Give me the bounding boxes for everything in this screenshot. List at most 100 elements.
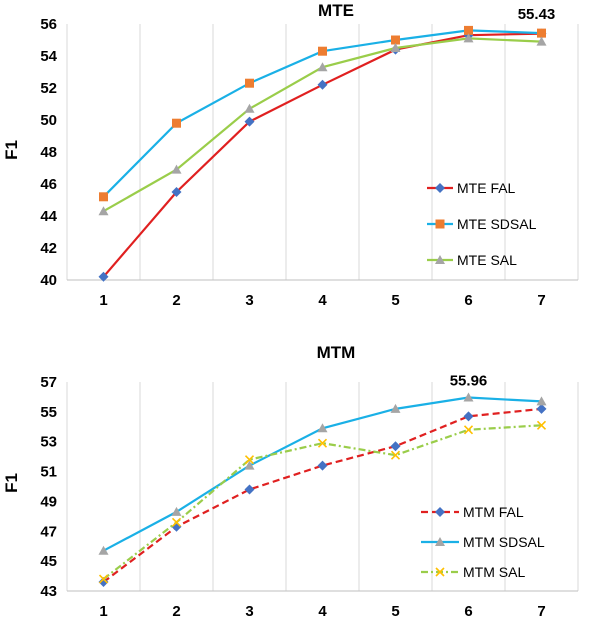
- mte-x-tick-label: 6: [464, 292, 472, 309]
- mtm-y-tick-label: 57: [40, 374, 57, 391]
- mte-data-point: [171, 164, 182, 174]
- mtm-y-tick-label: 43: [40, 583, 57, 600]
- mtm-x-tick-label: 6: [464, 603, 472, 620]
- mtm-x-tick-label: 3: [245, 603, 253, 620]
- mtm-y-axis-label: F1: [2, 473, 21, 493]
- mte-series: [98, 25, 547, 282]
- mtm-legend-label: MTM SAL: [463, 564, 525, 580]
- mte-legend-item: MTE FAL: [427, 180, 516, 196]
- mtm-x-tick-label: 7: [537, 603, 545, 620]
- mte-y-tick-label: 50: [40, 112, 57, 129]
- mtm-data-point: [536, 396, 547, 406]
- mte-y-tick-label: 46: [40, 176, 57, 193]
- mtm-x-tick-label: 4: [318, 603, 327, 620]
- mtm-series-0: [98, 403, 547, 588]
- mtm-y-tick-label: 51: [40, 464, 57, 481]
- mte-data-point: [537, 28, 546, 38]
- mtm-x-tick-label: 2: [172, 603, 180, 620]
- mtm-gridlines: [66, 382, 579, 591]
- mte-y-tick-label: 48: [40, 144, 57, 161]
- mte-y-axis-label: F1: [2, 140, 21, 160]
- mte-legend-marker: [435, 219, 445, 229]
- mtm-y-tick-label: 45: [40, 553, 57, 570]
- mtm-legend-item: MTM SAL: [421, 564, 525, 580]
- mtm-data-point: [390, 441, 401, 452]
- mte-data-point: [463, 33, 474, 43]
- mte-data-point: [171, 187, 182, 197]
- mtm-data-point: [463, 425, 474, 435]
- mte-x-tick-label: 4: [318, 292, 327, 309]
- mtm-x-tick-label: 5: [391, 603, 399, 620]
- mte-x-tick-label: 3: [245, 292, 253, 309]
- mte-legend: MTE FAL MTE SDSAL MTE SAL: [427, 180, 537, 268]
- mte-series-2: [98, 33, 547, 216]
- mtm-data-point: [171, 517, 182, 527]
- mtm-chart-title: MTM: [317, 343, 356, 362]
- mtm-series-line: [102, 407, 542, 583]
- mte-data-point: [244, 103, 255, 113]
- mtm-data-point: [98, 574, 109, 584]
- mte-data-point: [536, 36, 547, 46]
- mtm-legend-item: MTM SDSAL: [421, 534, 545, 550]
- mtm-data-point: [317, 438, 328, 448]
- mte-chart-title: MTE: [318, 1, 354, 20]
- mtm-data-point: [244, 455, 255, 465]
- mtm-series: [98, 392, 547, 588]
- mtm-legend-label: MTM FAL: [463, 504, 524, 520]
- mtm-series-line: [102, 396, 542, 552]
- mte-y-tick-label: 40: [40, 272, 57, 289]
- mte-data-point: [244, 116, 255, 127]
- mte-legend-marker: [435, 183, 445, 193]
- mtm-legend: MTM FAL MTM SDSAL MTM SAL: [421, 504, 545, 580]
- mtm-legend-marker: [435, 507, 445, 517]
- mte-y-tick-label: 42: [40, 240, 57, 257]
- mte-x-tick-label: 7: [537, 292, 545, 309]
- mte-data-point: [390, 43, 401, 52]
- mte-legend-label: MTE SAL: [457, 252, 517, 268]
- mte-series-1: [99, 25, 546, 202]
- mtm-data-point: [244, 484, 255, 495]
- mtm-series-1: [98, 392, 547, 555]
- mte-data-point: [391, 35, 400, 45]
- mte-data-point: [318, 46, 327, 56]
- mte-y-tick-label: 52: [40, 80, 57, 97]
- mtm-data-point: [98, 577, 109, 588]
- mtm-data-point: [244, 460, 255, 470]
- mtm-y-tick-label: 55: [40, 404, 57, 421]
- mte-legend-label: MTE FAL: [457, 180, 516, 196]
- mtm-legend-marker: [435, 567, 445, 577]
- mte-data-point: [464, 25, 473, 35]
- mtm-data-point: [463, 411, 474, 422]
- mte-data-point: [245, 78, 254, 88]
- mtm-x-tick-label: 1: [99, 603, 107, 620]
- mtm-data-point: [171, 506, 182, 516]
- mte-x-tick-label: 1: [99, 292, 107, 309]
- mtm-series-line: [102, 424, 542, 580]
- mte-legend-item: MTE SDSAL: [427, 216, 537, 232]
- mtm-y-tick-label: 49: [40, 493, 57, 510]
- mtm-data-point: [536, 420, 547, 430]
- mte-data-point: [172, 118, 181, 128]
- mte-legend-item: MTE SAL: [427, 252, 517, 268]
- mte-y-tick-label: 56: [40, 16, 57, 33]
- mtm-data-point: [317, 460, 328, 471]
- mtm-data-point: [98, 545, 109, 555]
- mtm-data-point: [463, 392, 474, 402]
- mtm-legend-label: MTM SDSAL: [463, 534, 545, 550]
- mtm-data-point: [536, 403, 547, 414]
- mte-legend-label: MTE SDSAL: [457, 216, 537, 232]
- mtm-data-point: [390, 450, 401, 460]
- mte-legend-marker: [435, 255, 445, 264]
- mtm-series-2: [98, 420, 547, 584]
- mtm-data-point: [390, 403, 401, 413]
- mte-data-point: [317, 79, 328, 90]
- mtm-data-point: [317, 423, 328, 433]
- mtm-y-tick-label: 53: [40, 434, 57, 451]
- mtm-legend-item: MTM FAL: [421, 504, 524, 520]
- mte-data-point: [98, 206, 109, 216]
- mte-annotation-label: 55.43: [518, 6, 556, 23]
